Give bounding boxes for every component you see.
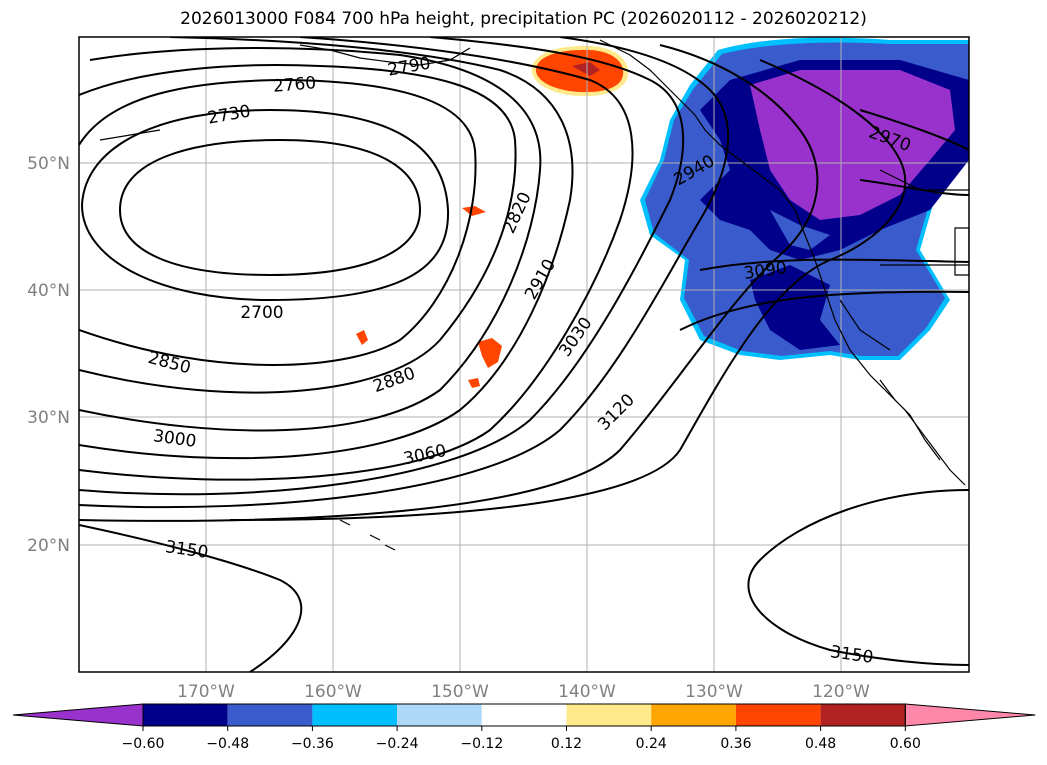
colorbar-tick-label: −0.36 xyxy=(291,736,334,752)
colorbar-segment xyxy=(227,704,313,726)
precip-positive-small-b xyxy=(462,206,486,216)
contour-label: 3150 xyxy=(164,537,210,563)
colorbar-segment xyxy=(397,704,482,726)
lat-label: 30°N xyxy=(27,408,70,428)
lat-label: 50°N xyxy=(27,154,70,174)
colorbar-tick-label: 0.60 xyxy=(890,736,921,752)
colorbar-tick-label: 0.36 xyxy=(720,736,751,752)
lon-label: 120°W xyxy=(812,682,870,702)
gridlines xyxy=(79,37,969,672)
precip-positive-ne-pacific-core xyxy=(572,62,600,76)
colorbar-segment xyxy=(312,704,398,726)
colorbar-tick-label: −0.48 xyxy=(206,736,249,752)
lon-label-group: 170°W 160°W 150°W 140°W 130°W 120°W xyxy=(177,682,870,702)
contour-label: 2850 xyxy=(146,348,193,379)
contour-label: 2700 xyxy=(240,303,283,323)
map-frame xyxy=(78,36,970,673)
lat-label: 20°N xyxy=(27,536,70,556)
contour-label: 3150 xyxy=(829,642,875,668)
colorbar-segment xyxy=(820,704,906,726)
colorbar-outline xyxy=(142,703,906,727)
precip-positive-small-a xyxy=(478,338,502,368)
lat-label-group: 50°N 40°N 30°N 20°N xyxy=(27,154,70,556)
colorbar-tick-label: −0.24 xyxy=(376,736,419,752)
colorbar-segment xyxy=(143,704,228,726)
colorbar-segment xyxy=(481,704,567,726)
contour-label: 2730 xyxy=(206,101,252,128)
contour-label: 3120 xyxy=(594,390,639,435)
contour-label: 2910 xyxy=(521,256,560,303)
colorbar-tick-label: 0.24 xyxy=(636,736,667,752)
precip-negative-0-36-inset xyxy=(770,210,830,250)
colorbar-tick-label: −0.60 xyxy=(122,736,165,752)
colorbar-tick-label: −0.12 xyxy=(460,736,503,752)
colorbar-tick-label: 0.48 xyxy=(805,736,836,752)
contour-label: 2760 xyxy=(272,73,317,97)
lon-label: 150°W xyxy=(431,682,489,702)
colorbar-tick-label: 0.12 xyxy=(551,736,582,752)
colorbar-tick-group: −0.60 −0.48 −0.36 −0.24 −0.12 0.12 0.24 0.36 0.4… xyxy=(122,726,921,752)
precip-negative-0-48-south xyxy=(750,265,840,350)
contour-label: 3030 xyxy=(555,314,596,361)
contour-label: 3000 xyxy=(152,426,198,452)
precip-positive-ne-pacific-inner xyxy=(535,49,624,93)
precip-positive-small-c xyxy=(356,330,368,345)
lon-label: 170°W xyxy=(177,682,235,702)
precip-positive-small-d xyxy=(468,378,480,388)
lon-label: 130°W xyxy=(685,682,743,702)
colorbar-segment xyxy=(651,704,736,726)
lat-label: 40°N xyxy=(27,281,70,301)
colorbar-segment xyxy=(566,704,652,726)
colorbar xyxy=(12,703,1036,727)
contour-label: 3060 xyxy=(402,441,448,470)
height-contours xyxy=(79,37,969,672)
colorbar-extend-min xyxy=(12,703,144,727)
colorbar-segment xyxy=(735,704,821,726)
contour-label: 2880 xyxy=(371,364,418,398)
map-title: 2026013000 F084 700 hPa height, precipit… xyxy=(180,9,867,29)
colorbar-extend-max xyxy=(904,703,1036,727)
lon-label: 160°W xyxy=(304,682,362,702)
lon-label: 140°W xyxy=(558,682,616,702)
